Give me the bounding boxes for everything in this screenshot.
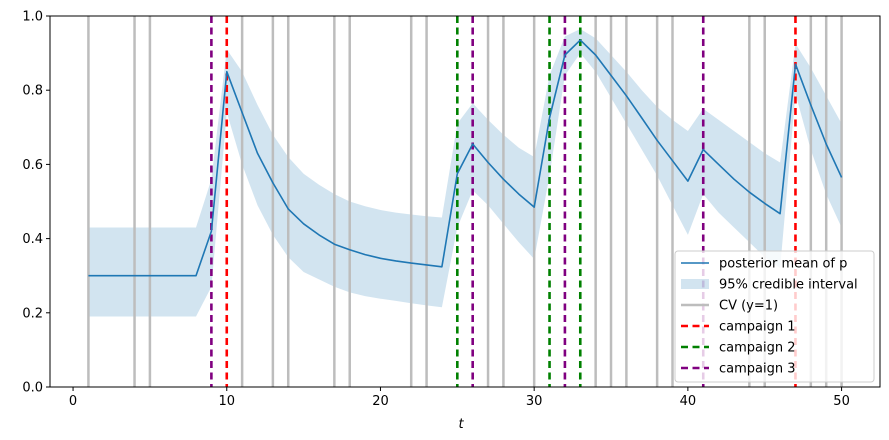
- legend-label: campaign 1: [719, 320, 796, 335]
- y-tick-label: 0.0: [22, 381, 43, 396]
- x-tick-label: 0: [69, 394, 77, 409]
- x-tick-label: 50: [833, 394, 850, 409]
- legend-label: posterior mean of p: [719, 257, 847, 272]
- legend-label: campaign 3: [719, 362, 796, 377]
- plot-frame: [49, 15, 881, 388]
- legend-label: CV (y=1): [719, 299, 778, 314]
- y-tick-label: 0.8: [22, 84, 43, 99]
- y-tick-label: 0.2: [22, 306, 43, 321]
- x-axis-label: t: [458, 417, 464, 432]
- y-axis: 0.0 0.2 0.4 0.6 0.8 1.0: [22, 10, 50, 396]
- x-tick-label: 20: [372, 394, 389, 409]
- x-tick-label: 40: [680, 394, 697, 409]
- legend-swatch: [681, 279, 709, 289]
- x-axis: 0 10 20 30 40 50: [69, 387, 850, 409]
- y-tick-label: 1.0: [22, 10, 43, 25]
- credible-interval-layer: [88, 29, 842, 317]
- x-tick-label: 30: [526, 394, 543, 409]
- series-layer: [88, 39, 843, 277]
- credible-interval-band: [88, 29, 842, 317]
- legend: posterior mean of p 95% credible interval…: [674, 250, 875, 383]
- legend-box: [674, 250, 875, 383]
- posterior-mean-line: [88, 39, 843, 277]
- y-tick-label: 0.4: [22, 232, 43, 247]
- legend-label: campaign 2: [719, 341, 796, 356]
- y-tick-label: 0.6: [22, 158, 43, 173]
- legend-label: 95% credible interval: [719, 278, 858, 293]
- cv-event-layer: [87, 16, 843, 387]
- x-tick-label: 10: [218, 394, 235, 409]
